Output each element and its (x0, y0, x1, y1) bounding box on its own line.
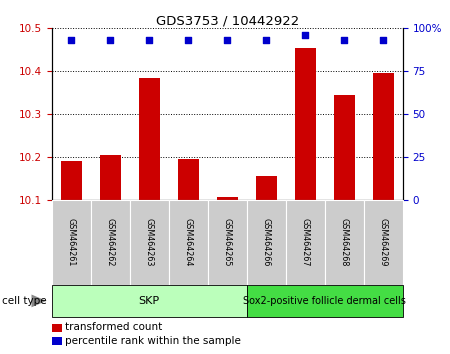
Bar (177, 159, 199, 200)
Text: GSM464262: GSM464262 (106, 218, 115, 267)
Point (107, 38, 114, 43)
Point (68, 38, 75, 43)
Point (184, 38, 192, 43)
Text: GSM464264: GSM464264 (184, 218, 193, 267)
Bar (256, 176, 277, 200)
Text: GSM464265: GSM464265 (223, 218, 232, 267)
Point (146, 38, 153, 43)
Text: GSM464269: GSM464269 (379, 218, 388, 267)
Polygon shape (32, 295, 46, 307)
Text: Sox2-positive follicle dermal cells: Sox2-positive follicle dermal cells (243, 296, 406, 306)
Text: GSM464261: GSM464261 (67, 218, 76, 267)
Point (341, 38, 348, 43)
Point (263, 38, 270, 43)
Text: transformed count: transformed count (65, 322, 162, 332)
Bar (99, 155, 121, 200)
Text: SKP: SKP (139, 296, 160, 306)
Text: GSM464263: GSM464263 (145, 218, 154, 267)
Bar (139, 78, 160, 200)
Text: GSM464266: GSM464266 (262, 218, 271, 267)
Text: GSM464268: GSM464268 (340, 218, 349, 267)
Point (302, 32, 309, 38)
Bar (60, 161, 82, 200)
Bar (373, 73, 394, 200)
Text: cell type: cell type (2, 296, 47, 306)
Bar (216, 197, 238, 200)
Title: GDS3753 / 10442922: GDS3753 / 10442922 (156, 14, 299, 27)
Point (224, 38, 231, 43)
Point (380, 38, 387, 43)
Text: GSM464267: GSM464267 (301, 218, 310, 267)
Bar (294, 48, 316, 200)
Bar (333, 95, 355, 200)
Text: percentile rank within the sample: percentile rank within the sample (65, 336, 241, 346)
